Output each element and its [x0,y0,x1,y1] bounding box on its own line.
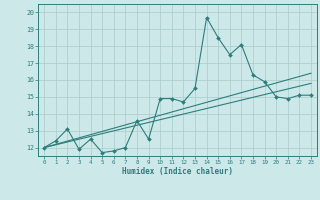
X-axis label: Humidex (Indice chaleur): Humidex (Indice chaleur) [122,167,233,176]
